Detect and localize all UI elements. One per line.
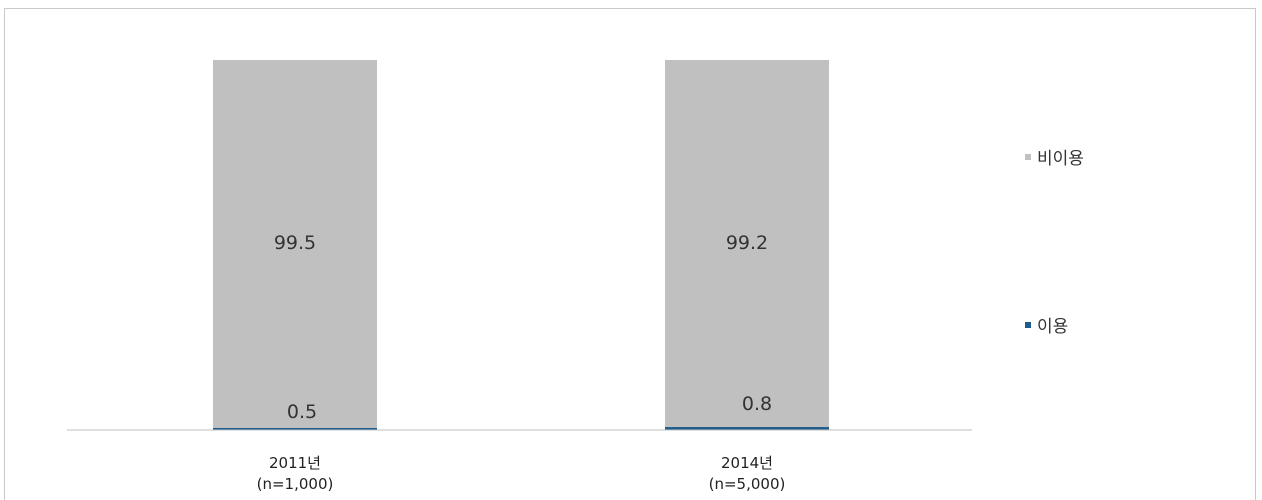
legend-swatch [1025,322,1031,328]
data-label-non-use: 99.5 [274,232,316,254]
bar-segment-use [665,427,829,430]
x-tick-label: 2011년 [269,454,321,472]
bar-segment-use [213,428,377,430]
x-tick-sublabel: (n=5,000) [709,475,786,493]
x-tick-sublabel: (n=1,000) [257,475,334,493]
data-label-use: 0.8 [742,393,772,415]
x-tick-label: 2014년 [721,454,773,472]
data-label-use: 0.5 [287,401,317,423]
legend-swatch [1025,154,1031,160]
legend-label: 비이용 [1037,149,1084,169]
bar-segment-non-use [213,60,377,428]
data-label-non-use: 99.2 [726,232,768,254]
legend-label: 이용 [1037,317,1068,337]
bar-segment-non-use [665,60,829,428]
chart-frame [4,8,1256,500]
